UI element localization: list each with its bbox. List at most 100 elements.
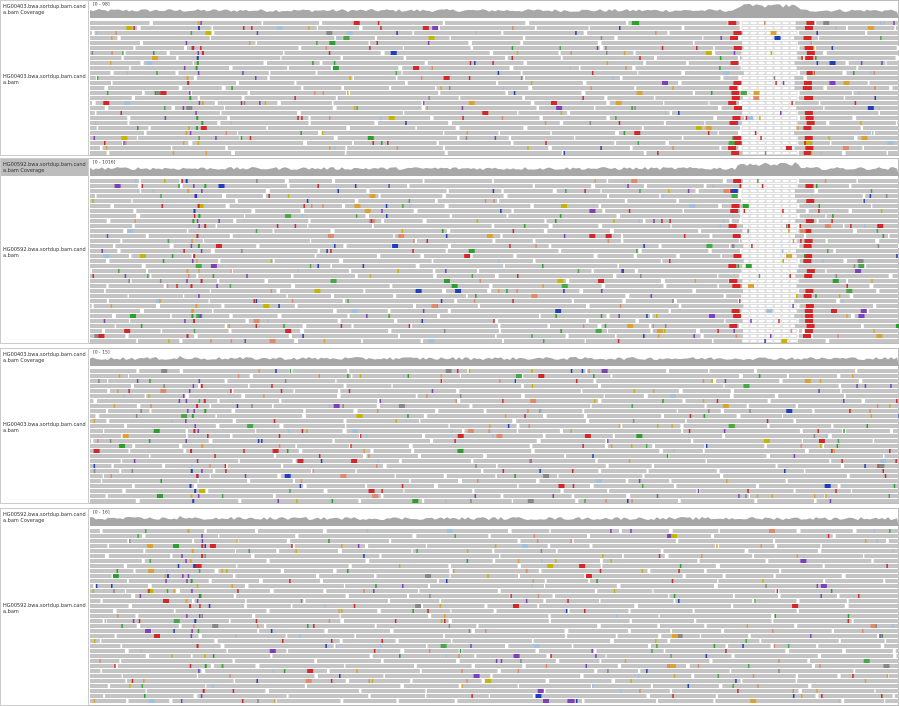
mismatch [319,374,321,378]
read-gap [128,294,129,298]
read-gap [121,459,122,463]
mismatch [723,219,725,223]
mismatch [762,579,764,583]
mismatch [590,121,592,125]
read-gap [222,86,226,90]
mismatch [672,299,674,303]
read-gap [213,469,215,473]
mismatch [864,659,870,663]
read-row [90,619,899,623]
mismatch [858,91,860,95]
mismatch [256,179,258,183]
read-gap [176,56,178,60]
mismatch [688,684,690,688]
insertion [201,534,203,538]
read-gap [828,434,832,438]
mismatch [236,539,238,543]
read-gap [221,304,224,308]
mismatch [140,254,146,258]
mismatch [595,179,597,183]
mismatch [469,101,475,105]
mismatch [194,564,196,568]
read-gap [361,339,363,343]
read-gap [111,81,113,85]
read-gap [522,96,524,100]
mismatch [698,489,700,493]
read-gap [852,91,853,95]
softclip [730,36,738,40]
mismatch [268,194,270,198]
read-gap [101,599,103,603]
read-gap [648,644,651,648]
mismatch [395,619,397,623]
mismatch [196,126,198,130]
mismatch [754,91,760,95]
mismatch [144,694,146,698]
read-gap [299,46,301,50]
read-gap [774,574,776,578]
insertion [199,379,201,383]
read-gap [469,404,472,408]
mismatch [782,209,784,213]
mismatch [354,604,356,608]
mismatch [244,101,246,105]
read-row [90,564,899,568]
mismatch [171,654,173,658]
mismatch [445,269,447,273]
mismatch [440,604,442,608]
softclip [806,199,814,203]
softclip [804,81,812,85]
mismatch [474,61,476,65]
read-gap [493,559,496,563]
read-gap [229,329,232,333]
mismatch [421,319,423,323]
read-gap [214,639,217,643]
read-gap [544,219,546,223]
read-gap [654,56,657,60]
mismatch [670,664,676,668]
read-gap [833,534,836,538]
mismatch [132,679,134,683]
read-gap [704,624,706,628]
mismatch [288,194,290,198]
read-gap [264,61,268,65]
read-gap [199,634,202,638]
read-gap [766,454,770,458]
mismatch [212,684,214,688]
read-gap [132,96,135,100]
mismatch [218,219,220,223]
mismatch [185,599,187,603]
read-gap [403,46,404,50]
read-gap [122,56,124,60]
softclip [807,324,815,328]
read-gap [731,389,734,393]
mismatch [225,469,227,473]
mismatch [178,564,180,568]
mismatch [204,554,206,558]
mismatch [157,494,163,498]
mismatch [607,669,609,673]
mismatch [191,579,193,583]
mismatch [92,199,94,203]
mismatch [263,394,265,398]
read-gap [205,684,206,688]
read-gap [273,494,276,498]
read-gap [495,334,497,338]
mismatch [825,494,827,498]
read-gap [600,559,603,563]
read-gap [502,339,504,343]
mismatch [329,41,335,45]
read-gap [831,424,833,428]
mismatch [598,279,604,283]
read-gap [278,314,282,318]
read-gap [614,141,616,145]
mismatch [202,101,204,105]
insertion [197,219,199,223]
mismatch [467,549,469,553]
read-gap [119,469,121,473]
read-gap [836,299,839,303]
mismatch [415,604,421,608]
mismatch [413,66,419,70]
read-row [90,474,899,478]
mismatch [129,539,131,543]
